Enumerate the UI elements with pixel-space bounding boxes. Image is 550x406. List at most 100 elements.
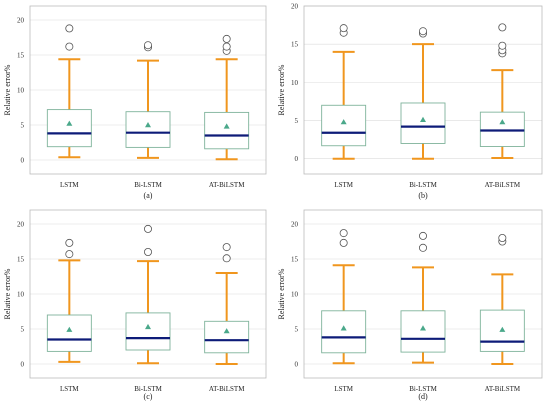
chart-panel: 0 5 10 15 20 Relative error% LSTM Bi-LSTM AT-BiL… [3,209,267,401]
plot-frame [303,209,543,379]
y-tick-label: 10 [291,79,299,87]
panel-caption: (a) [144,191,153,200]
box-lstm [46,24,92,159]
iqr-box [125,111,171,148]
y-tick-label: 0 [295,155,299,163]
y-tick-label: 5 [21,326,25,334]
iqr-box [204,320,250,354]
outlier-point [222,42,231,51]
x-category-label: AT-BiLSTM [209,181,245,189]
y-tick-label: 5 [21,122,25,130]
chart-panel: 0 5 10 15 20 Relative error% LSTM Bi-LSTM AT-BiL… [277,209,543,401]
mean-marker [340,119,347,125]
iqr-box [321,310,367,354]
box-bi-lstm [125,224,171,365]
y-tick-label: 20 [291,3,299,11]
mean-marker [145,323,151,330]
iqr-box [125,312,171,351]
outlier-point [143,247,152,256]
y-tick-label: 15 [17,256,25,264]
y-tick-label: 0 [295,361,299,369]
y-axis-label: Relative error% [3,268,12,319]
mean-marker [420,325,426,331]
y-tick-label: 15 [17,52,25,60]
panel-caption: (b) [418,191,428,200]
x-category-label: Bi-LSTM [134,181,162,189]
y-tick-label: 10 [17,87,25,95]
mean-marker [499,326,506,332]
mean-marker [340,325,347,331]
box-bi-lstm [125,41,171,159]
x-category-label: AT-BiLSTM [485,181,521,189]
mean-marker [223,123,230,129]
mean-marker [223,328,230,334]
outlier-point [498,23,507,32]
box-bi-lstm [400,27,446,160]
y-tick-label: 20 [291,221,299,229]
x-category-label: AT-BiLSTM [209,385,245,393]
plot-frame [29,5,267,175]
outlier-point [222,254,231,263]
chart-panel: 0 5 10 15 20 Relative error% LSTM Bi-LSTM AT-BiL… [3,5,267,200]
outlier-point [418,27,427,36]
outlier-point [222,243,231,252]
iqr-box [46,109,92,148]
iqr-box [204,111,250,150]
panel-caption: (d) [418,392,428,401]
x-category-label: LSTM [60,385,79,393]
y-tick-label: 5 [295,117,299,125]
y-axis-label: Relative error% [277,64,286,115]
y-axis-label: Relative error% [277,268,286,319]
outlier-point [498,41,507,50]
mean-marker [499,119,506,125]
box-lstm [321,24,367,160]
outlier-point [143,224,152,233]
y-tick-label: 15 [291,41,299,49]
box-at-bilstm [479,23,525,159]
iqr-box [479,111,525,147]
box-lstm [46,238,92,363]
plot-frame [303,5,543,175]
x-category-label: LSTM [60,181,79,189]
outlier-point [339,229,348,238]
x-category-label: Bi-LSTM [134,385,162,393]
outlier-point [65,24,74,33]
plot-frame [29,209,267,379]
box-at-bilstm [204,34,250,161]
outlier-point [418,243,427,252]
chart-panel: 0 5 10 15 20 Relative error% LSTM Bi-LSTM AT-BiL… [277,3,543,200]
outlier-point [498,233,507,242]
iqr-box [321,104,367,147]
y-axis-label: Relative error% [3,64,12,115]
box-bi-lstm [400,231,446,364]
outlier-point [65,238,74,247]
y-tick-label: 5 [295,326,299,334]
y-tick-label: 0 [21,361,25,369]
mean-marker [66,120,73,126]
x-category-label: AT-BiLSTM [485,385,521,393]
y-tick-label: 0 [21,157,25,165]
iqr-box [46,314,92,352]
y-tick-label: 10 [291,291,299,299]
panel-caption: (c) [144,392,153,401]
x-category-label: Bi-LSTM [409,385,437,393]
y-tick-label: 20 [17,17,25,25]
mean-marker [420,116,426,122]
outlier-point [65,42,74,51]
y-tick-label: 10 [17,291,25,299]
y-tick-label: 20 [17,221,25,229]
iqr-box [400,102,446,144]
outlier-point [222,34,231,43]
box-lstm [321,229,367,365]
iqr-box [400,310,446,353]
outlier-point [418,231,427,240]
mean-marker [145,122,151,128]
outlier-point [143,41,152,50]
box-at-bilstm [204,243,250,365]
outlier-point [339,238,348,247]
mean-marker [66,326,73,332]
box-at-bilstm [479,233,525,365]
x-category-label: LSTM [334,181,353,189]
x-category-label: LSTM [334,385,353,393]
y-tick-label: 15 [291,256,299,264]
